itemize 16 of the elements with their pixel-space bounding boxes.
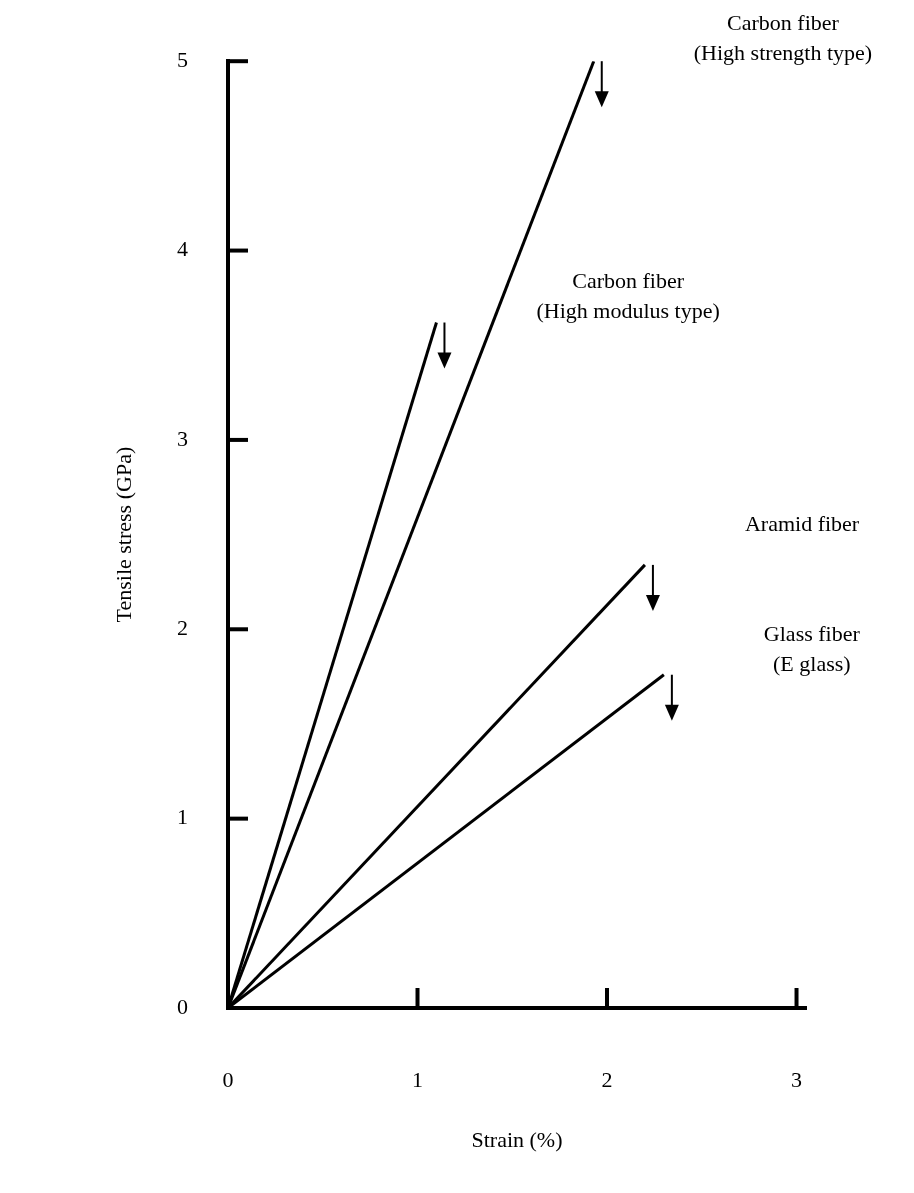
x-axis-title: Strain (%) <box>471 1126 563 1152</box>
text: Aramid fiber <box>744 510 860 536</box>
y-axis-title: Tensile stress (GPa) <box>110 446 136 623</box>
x-tick-label: 2 <box>601 1066 613 1092</box>
text: Glass fiber (E glass) <box>763 620 861 676</box>
x-tick-label: 3 <box>791 1066 803 1092</box>
y-tick-label: 1 <box>177 804 188 830</box>
y-tick-label: 3 <box>177 425 188 451</box>
y-tick-label: 4 <box>177 236 188 262</box>
y-tick-label: 0 <box>177 993 188 1019</box>
text: Carbon fiber (High modulus type) <box>536 268 720 324</box>
y-tick-label: 2 <box>177 615 188 641</box>
y-tick-label: 5 <box>177 46 188 72</box>
x-tick-label: 0 <box>222 1066 234 1092</box>
text: Carbon fiber (High strength type) <box>693 9 873 65</box>
x-tick-label: 1 <box>412 1066 424 1092</box>
